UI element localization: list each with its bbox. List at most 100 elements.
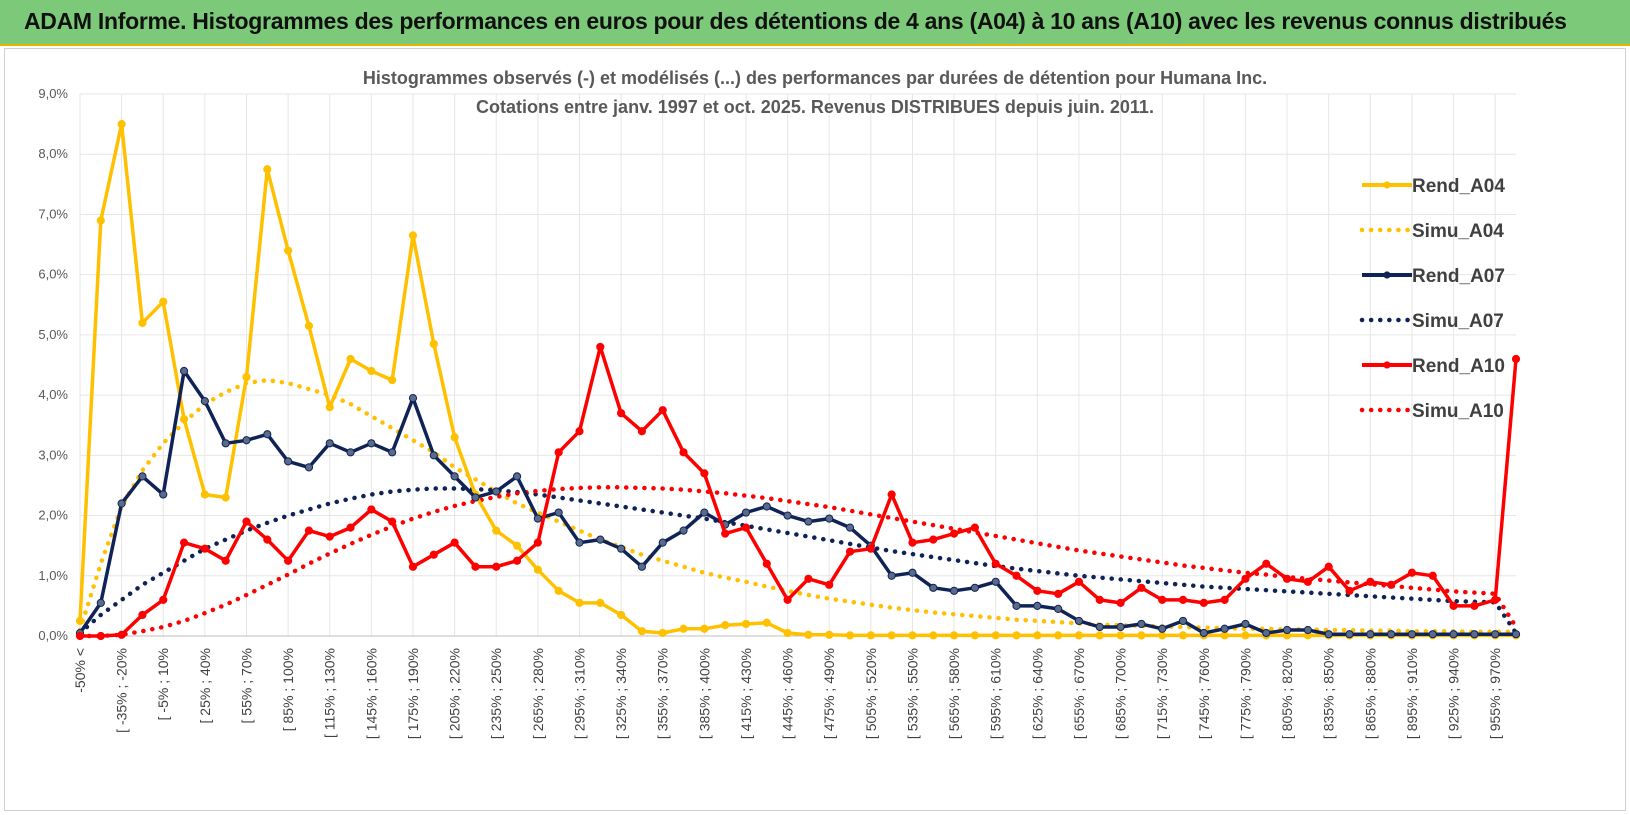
data-point: [721, 529, 730, 538]
grid-lines: [79, 93, 1516, 637]
data-point: [804, 574, 813, 583]
legend-label: Rend_A04: [1412, 176, 1505, 197]
data-point: [138, 318, 147, 327]
data-point: [1137, 619, 1146, 629]
data-point: [325, 532, 334, 541]
data-point: [1511, 354, 1521, 364]
data-point: [949, 631, 959, 640]
data-point: [1158, 595, 1167, 604]
data-point: [1074, 577, 1084, 586]
x-tick-label: [ 385% ; 400%: [696, 648, 712, 739]
series-simu-a07: [77, 486, 1519, 636]
data-point: [1303, 625, 1312, 635]
data-point: [492, 526, 501, 535]
data-point: [658, 538, 667, 547]
data-point: [408, 562, 418, 571]
legend-marker: [1383, 181, 1391, 189]
x-tick-label: [ 895% ; 910%: [1404, 648, 1420, 739]
data-point: [700, 508, 709, 517]
x-tick-label: [ 325% ; 340%: [613, 648, 629, 739]
x-tick-label: [ 55% ; 70%: [238, 648, 254, 724]
data-point: [429, 451, 438, 460]
data-point: [1199, 628, 1208, 638]
data-point: [575, 598, 584, 607]
data-point: [949, 586, 959, 595]
data-point: [1012, 571, 1021, 580]
data-point: [117, 120, 126, 129]
data-point: [96, 216, 105, 225]
y-tick-label: 8,0%: [38, 146, 68, 161]
data-point: [1116, 631, 1125, 640]
series-rend-a04: [75, 120, 1521, 640]
x-tick-label: [ 235% ; 250%: [488, 648, 504, 739]
data-point: [1158, 631, 1167, 640]
x-tick-label: [ 955% ; 970%: [1487, 648, 1503, 739]
data-point: [159, 297, 168, 306]
data-point: [929, 535, 938, 544]
data-point: [658, 628, 667, 638]
data-point: [1470, 601, 1479, 610]
data-point: [117, 499, 126, 508]
data-point: [1137, 631, 1146, 640]
simu-a07-line: [77, 486, 1519, 636]
data-point: [1033, 601, 1042, 610]
x-tick-label: [ 265% ; 280%: [530, 648, 546, 739]
data-point: [617, 409, 626, 418]
data-point: [700, 624, 709, 633]
data-point: [221, 493, 230, 502]
data-point: [512, 541, 522, 550]
data-point: [617, 544, 626, 553]
data-point: [533, 565, 542, 574]
data-point: [1012, 601, 1021, 610]
x-tick-label: [ 625% ; 640%: [1029, 648, 1045, 739]
data-point: [117, 630, 126, 639]
data-point: [388, 448, 397, 457]
data-point: [1324, 630, 1333, 639]
data-point: [533, 538, 542, 547]
data-point: [1095, 595, 1104, 604]
x-tick-label: [ 175% ; 190%: [405, 648, 421, 739]
data-point: [637, 427, 647, 436]
data-point: [304, 526, 314, 535]
data-point: [1282, 574, 1292, 583]
data-point: [991, 577, 1000, 586]
x-tick-label: -50% <: [72, 648, 88, 693]
data-point: [1074, 631, 1084, 640]
x-tick-label: [ 145% ; 160%: [363, 648, 379, 739]
data-point: [1345, 586, 1354, 595]
x-tick-label: [ 25% ; 40%: [197, 648, 213, 724]
x-tick-label: [ 715% ; 730%: [1154, 648, 1170, 739]
x-tick-label: [ -35% ; -20%: [114, 648, 130, 733]
data-point: [908, 538, 917, 547]
data-point: [1199, 598, 1208, 607]
data-point: [1241, 631, 1250, 640]
x-tick-label: [ 535% ; 550%: [904, 648, 920, 739]
chart-subtitle: Cotations entre janv. 1997 et oct. 2025.…: [476, 97, 1154, 117]
x-tick-label: [ 745% ; 760%: [1196, 648, 1212, 739]
data-point: [1491, 630, 1500, 639]
data-point: [1449, 630, 1458, 639]
x-tick-label: [ 685% ; 700%: [1113, 648, 1129, 739]
data-point: [179, 366, 189, 376]
data-point: [367, 439, 376, 448]
data-point: [679, 624, 688, 633]
data-point: [179, 415, 189, 424]
data-point: [1178, 595, 1188, 604]
legend-item-simu-a04: Simu_A04: [1359, 221, 1504, 242]
y-tick-label: 2,0%: [38, 508, 68, 523]
data-point: [887, 571, 896, 580]
data-point: [949, 529, 959, 538]
data-point: [679, 448, 688, 457]
legend-item-rend-a07: Rend_A07: [1362, 266, 1505, 287]
data-point: [1470, 630, 1479, 639]
data-point: [1282, 625, 1292, 635]
data-point: [533, 514, 542, 523]
data-point: [929, 631, 938, 640]
data-point: [554, 448, 563, 457]
data-point: [221, 556, 230, 565]
x-tick-label: [ 775% ; 790%: [1237, 648, 1253, 739]
data-point: [1033, 586, 1042, 595]
data-point: [367, 366, 376, 376]
data-point: [866, 544, 875, 553]
